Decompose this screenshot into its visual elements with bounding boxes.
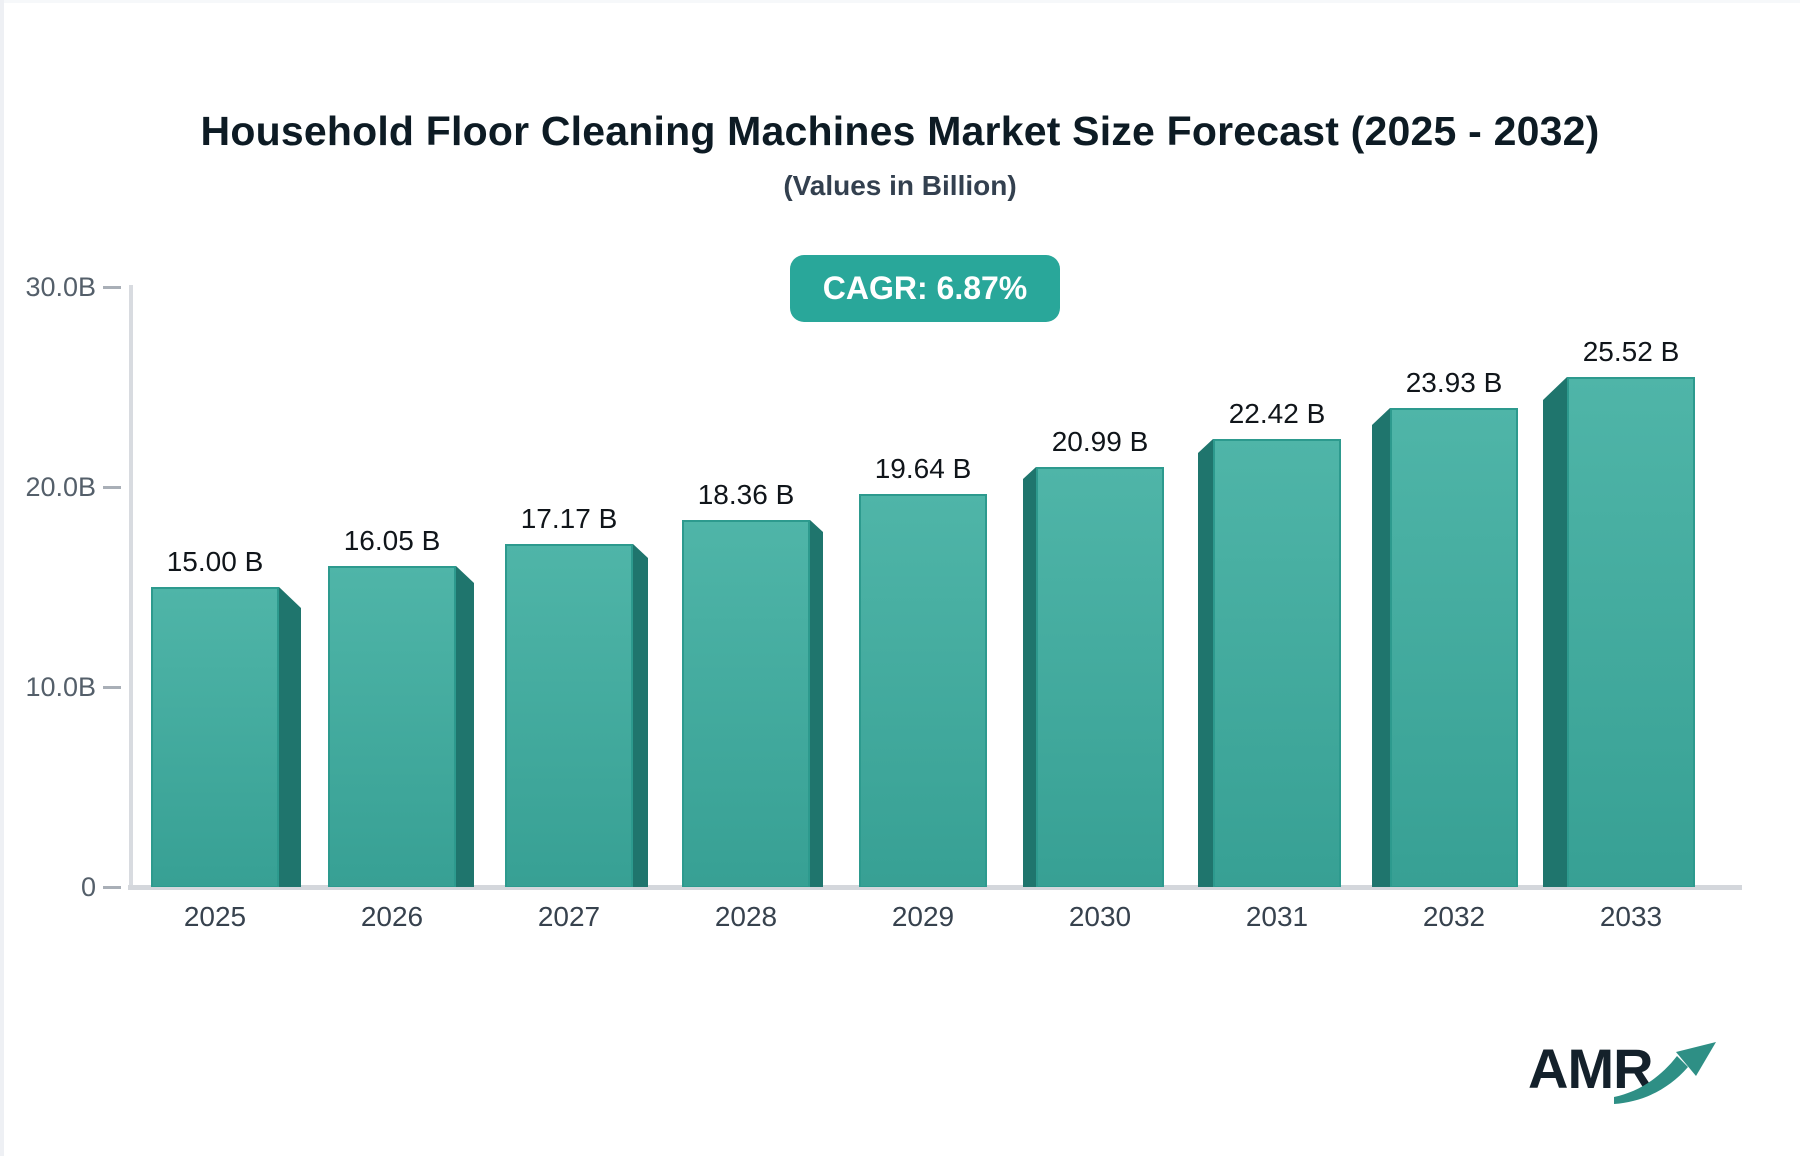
y-axis-tick-label: 10.0B <box>25 672 96 702</box>
bar-side-face <box>279 587 301 887</box>
bar-value-label: 16.05 B <box>343 525 441 556</box>
bar-2031[interactable] <box>1198 439 1341 887</box>
bar-front-face <box>859 494 987 887</box>
y-axis-line <box>129 285 133 889</box>
bar-2025[interactable] <box>151 587 301 887</box>
bar-front-face <box>682 520 810 887</box>
bar-value-label: 17.17 B <box>520 503 618 534</box>
bar-front-face <box>1213 439 1341 887</box>
y-axis-tick-mark <box>103 486 121 489</box>
amr-logo-text: AMR <box>1528 1037 1654 1100</box>
bar-side-face <box>1198 439 1213 887</box>
bar-value-label: 25.52 B <box>1582 336 1680 367</box>
bar-front-face <box>1390 408 1518 887</box>
bar-value-label: 20.99 B <box>1051 426 1149 457</box>
bar-value-label: 22.42 B <box>1228 398 1326 429</box>
x-axis-label: 2030 <box>1068 901 1132 932</box>
bar-2033[interactable] <box>1543 377 1695 887</box>
bar-front-face <box>1036 467 1164 887</box>
x-axis-label: 2029 <box>891 901 955 932</box>
bar-side-face <box>1372 408 1390 887</box>
y-axis-tick-label: 20.0B <box>25 472 96 502</box>
bar-value-label: 23.93 B <box>1405 367 1503 398</box>
y-axis-tick-mark <box>103 886 121 889</box>
y-axis-tick-label: 0 <box>80 872 96 902</box>
x-axis-label: 2032 <box>1422 901 1486 932</box>
bar-front-face <box>328 566 456 887</box>
x-axis-label: 2028 <box>714 901 778 932</box>
x-axis-label: 2026 <box>360 901 424 932</box>
bar-side-face <box>810 520 823 887</box>
cagr-badge: CAGR: 6.87% <box>790 255 1060 322</box>
bar-value-label: 19.64 B <box>874 453 972 484</box>
page-edge-left <box>0 0 4 1156</box>
page-edge-top <box>0 0 1800 3</box>
bar-side-face <box>633 544 648 887</box>
x-axis-label: 2033 <box>1599 901 1663 932</box>
x-axis-label: 2031 <box>1245 901 1309 932</box>
y-axis-tick-mark <box>103 686 121 689</box>
bar-front-face <box>1567 377 1695 887</box>
x-axis-baseline <box>128 885 1742 890</box>
bar-2030[interactable] <box>1023 467 1164 887</box>
bar-front-face <box>505 544 633 887</box>
y-axis-tick-label: 30.0B <box>25 272 96 302</box>
bar-value-label: 18.36 B <box>697 479 795 510</box>
chart-title: Household Floor Cleaning Machines Market… <box>200 108 1600 154</box>
bar-2032[interactable] <box>1372 408 1518 887</box>
x-axis-label: 2025 <box>183 901 247 932</box>
bar-2029[interactable] <box>859 494 987 887</box>
bar-2027[interactable] <box>505 544 648 887</box>
amr-logo-arrow-icon <box>1614 1042 1716 1104</box>
bar-value-label: 15.00 B <box>166 546 264 577</box>
chart-subtitle: (Values in Billion) <box>783 170 1017 201</box>
amr-logo: AMR <box>1528 1036 1728 1116</box>
x-axis-label: 2027 <box>537 901 601 932</box>
bar-side-face <box>1023 467 1036 887</box>
y-axis-tick-mark <box>103 286 121 289</box>
bar-front-face <box>151 587 279 887</box>
bar-2026[interactable] <box>328 566 474 887</box>
bar-side-face <box>1543 377 1567 887</box>
bar-2028[interactable] <box>682 520 823 887</box>
bar-side-face <box>456 566 474 887</box>
